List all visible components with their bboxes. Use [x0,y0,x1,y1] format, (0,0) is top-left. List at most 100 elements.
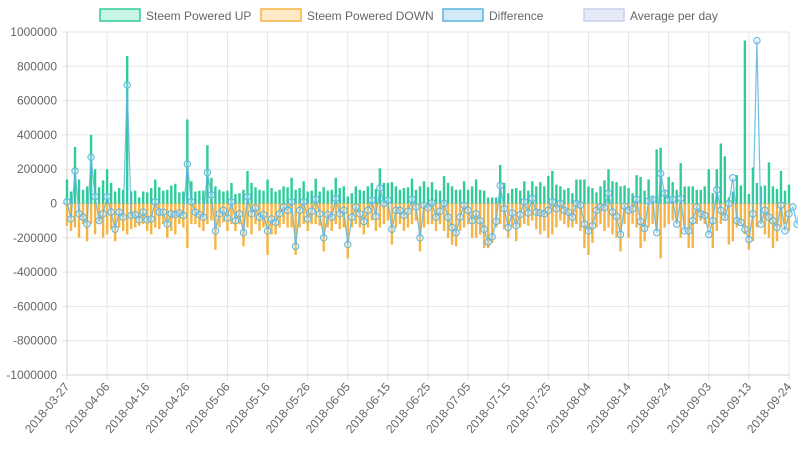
bar-down [763,203,767,235]
bar-down [539,203,542,235]
difference-point [384,196,392,204]
bar-up [486,197,490,204]
difference-point [432,213,440,221]
bar-up [270,188,273,204]
bar-up [282,186,285,204]
bar-down [174,203,177,235]
bar-up [783,190,787,204]
bar-up [603,180,606,204]
difference-point [472,210,480,218]
difference-point [757,220,765,228]
bar-up [627,188,630,204]
legend-item[interactable]: Average per day [583,8,718,23]
difference-point [548,198,557,206]
bar-down [125,203,129,235]
difference-point [408,195,416,203]
bar-up [378,168,382,204]
bar-up [406,187,410,204]
bar-down [587,203,590,255]
bar-down [334,203,337,225]
bar-down [406,203,410,228]
bar-up [507,193,510,204]
bar-up [113,191,117,204]
bar-up [334,177,337,204]
bar-up [595,192,598,204]
difference-point [464,206,472,215]
legend-item[interactable]: Steem Powered DOWN [260,8,434,23]
bar-up [214,186,217,204]
difference-point [163,220,171,228]
bar-down [751,203,755,242]
difference-point [191,208,200,216]
bar-down [599,203,602,225]
bar-down [603,203,606,231]
difference-point [311,195,320,203]
bar-down [715,203,719,231]
bar-up [515,188,518,204]
bar-down [739,203,743,225]
bar-up [743,40,747,204]
bar-up [523,181,526,204]
bar-down [382,203,386,225]
bar-up [286,187,289,204]
bar-up [446,182,450,204]
bar-up [226,190,229,204]
difference-point [632,195,641,203]
legend-item[interactable]: Difference [442,8,544,23]
bar-up [567,188,570,204]
bar-down [523,203,526,225]
difference-point [749,210,757,218]
bar-down [282,203,285,225]
bar-up [466,189,470,204]
difference-point [572,199,581,208]
bar-down [430,203,434,225]
bar-up [326,190,329,204]
bar-up [230,182,233,204]
bar-up [366,186,370,204]
bar-up [711,193,714,204]
bar-down [775,203,779,242]
bar-up [370,182,374,204]
difference-point [668,195,677,203]
bar-up [547,176,550,204]
bar-down [619,203,622,252]
bar-down [386,203,390,221]
bar-down [555,203,558,228]
y-tick-label: 1000000 [10,25,57,39]
bar-up [775,188,779,204]
difference-point [255,213,264,221]
bar-down [354,203,358,225]
bar-up [186,119,189,204]
bar-up [362,190,366,204]
bar-down [611,203,614,235]
bar-down [302,203,305,225]
bar-up [671,182,674,204]
bar-down [731,203,735,242]
difference-point [496,181,504,190]
difference-point [103,192,111,201]
bar-up [166,189,169,204]
legend-item[interactable]: Steem Powered UP [99,8,251,23]
bar-up [719,143,723,204]
bar-up [89,134,93,204]
bar-down [198,203,201,228]
bar-up [482,190,486,204]
bar-up [194,191,197,204]
bar-down [607,203,610,228]
difference-point [660,189,669,197]
bar-up [607,169,610,204]
difference-point [701,211,709,220]
bar-down [137,203,141,226]
bar-up [302,181,305,204]
difference-point [624,206,633,215]
difference-point [291,242,300,251]
bar-down [591,203,594,243]
bar-up [559,186,562,204]
difference-point [693,203,701,211]
bar-up [390,182,394,204]
bar-down [194,203,197,225]
difference-point [231,216,240,225]
bar-down [494,203,498,228]
difference-point [227,198,236,206]
difference-point [677,194,685,203]
